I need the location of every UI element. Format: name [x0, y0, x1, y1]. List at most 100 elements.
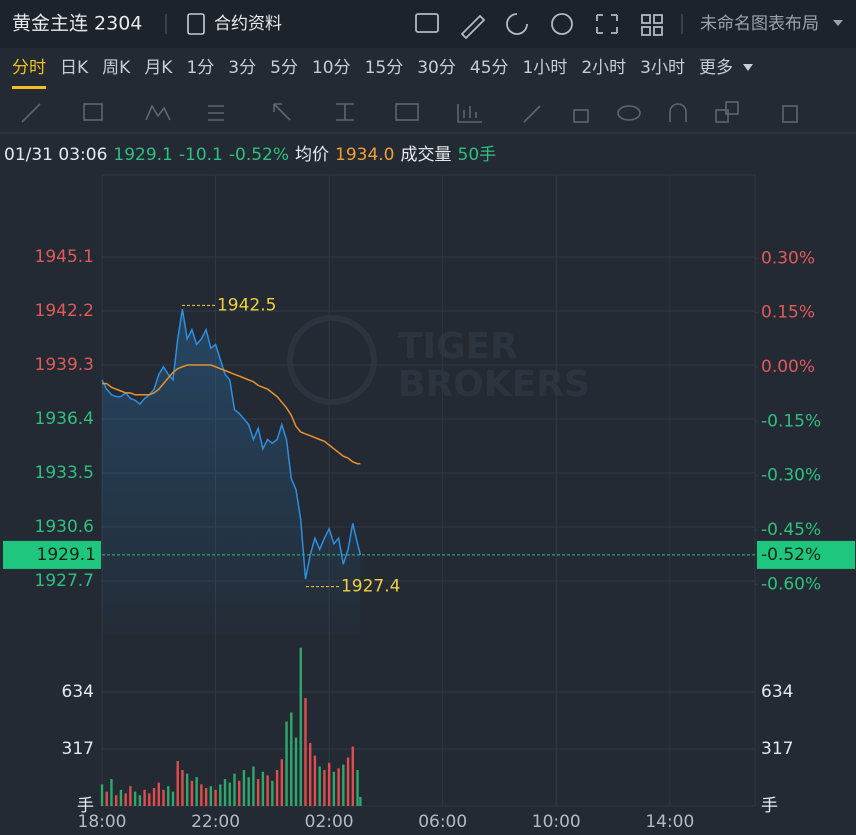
- volume-bar: [238, 780, 241, 806]
- period-tab[interactable]: 10分: [312, 58, 351, 78]
- volume-bar: [285, 721, 288, 806]
- x-tick-label: 14:00: [645, 812, 694, 832]
- volume-bar: [271, 780, 274, 806]
- y-tick-label: 1930.6: [35, 517, 94, 537]
- price-line-area: [102, 309, 361, 635]
- volume-bar: [266, 775, 269, 806]
- volume-bar: [124, 793, 127, 806]
- period-tab[interactable]: 3分: [228, 58, 256, 78]
- contract-info[interactable]: 合约资料: [214, 14, 282, 34]
- average-line: [102, 364, 361, 465]
- y2-tick-label: 0.30%: [761, 248, 815, 268]
- layout-name[interactable]: 未命名图表布局: [700, 14, 819, 34]
- y-tick-label: 1939.3: [35, 355, 94, 375]
- volume-bar: [176, 761, 179, 806]
- annotation-label: 1927.4: [341, 577, 400, 597]
- volume-bar: [119, 789, 123, 806]
- volume-bar: [309, 743, 312, 806]
- dropdown-arrow: [743, 64, 753, 71]
- volume-tick-label: 317: [62, 739, 94, 759]
- period-tab[interactable]: 月K: [144, 58, 173, 78]
- volume-bar: [171, 791, 175, 806]
- volume-bar: [247, 777, 250, 806]
- period-tab[interactable]: 周K: [102, 58, 131, 78]
- volume-bar: [152, 788, 156, 806]
- volume-bar: [346, 757, 350, 806]
- volume-bar: [138, 795, 142, 806]
- volume-bar: [223, 779, 227, 806]
- period-tab[interactable]: 15分: [365, 58, 404, 78]
- info-volume-label: 成交量: [401, 145, 452, 165]
- y2-tick-label: 0.15%: [761, 303, 815, 323]
- volume-tick-label: 634: [62, 682, 94, 702]
- volume-bar: [342, 764, 345, 806]
- volume-bar: [280, 759, 284, 806]
- volume-unit: 手: [77, 796, 94, 816]
- volume-bar: [162, 789, 165, 806]
- info-datetime: 01/31 03:06: [4, 145, 107, 165]
- x-tick-label: 18:00: [78, 812, 127, 832]
- volume-bar: [290, 712, 293, 806]
- y-tick-label: 1936.4: [35, 409, 94, 429]
- info-change: -10.1: [179, 145, 223, 165]
- y2-tick-label: -0.60%: [761, 574, 821, 594]
- period-tab[interactable]: 45分: [470, 58, 509, 78]
- period-tab[interactable]: 1分: [186, 58, 214, 78]
- last-price-box: [3, 540, 101, 569]
- volume-bar: [143, 789, 146, 806]
- volume-bar: [190, 780, 194, 806]
- volume-bar: [228, 782, 231, 806]
- period-tab[interactable]: 30分: [417, 58, 456, 78]
- volume-bar: [356, 770, 359, 806]
- drawing-tools[interactable]: [21, 101, 798, 123]
- period-tabs: 分时 日K 周K 月K 1分 3分 5分 10分 15分 30分 45分 1小时 2小时 3小时 更多: [12, 58, 753, 89]
- volume-bar: [313, 755, 317, 806]
- watermark: BROKERS: [398, 364, 590, 405]
- volume-tick-label: 634: [761, 682, 793, 702]
- info-avg: 1934.0: [335, 145, 394, 165]
- watermark: TIGER: [398, 326, 518, 367]
- volume-bar: [299, 647, 302, 806]
- last-pct-label: -0.52%: [761, 545, 821, 565]
- x-tick-label: 22:00: [191, 812, 240, 832]
- y2-tick-label: 0.00%: [761, 357, 815, 377]
- symbol-title[interactable]: 黄金主连 2304: [12, 13, 142, 35]
- info-bar: 01/31 03:06 1929.1 -10.1 -0.52% 均价 1934.0 成交量 5…: [4, 145, 496, 165]
- volume-bar: [261, 771, 265, 806]
- period-tab[interactable]: 5分: [270, 58, 298, 78]
- volume-bar: [105, 791, 108, 806]
- info-avg-label: 均价: [295, 145, 329, 165]
- volume-bar: [110, 779, 113, 806]
- doc-icon: [187, 13, 205, 35]
- header-icons[interactable]: [415, 13, 663, 40]
- info-volume: 50手: [458, 145, 497, 165]
- chart: 18:00 22:00 02:00 06:00 10:00 14:00 1945.1 1942…: [3, 174, 855, 832]
- period-tab[interactable]: 更多: [699, 58, 733, 78]
- period-tab[interactable]: 2小时: [581, 58, 626, 78]
- volume-bar: [181, 770, 184, 806]
- volume-tick-label: 317: [761, 739, 793, 759]
- last-price-label: 1929.1: [37, 545, 96, 565]
- period-tab[interactable]: 日K: [60, 58, 89, 78]
- watermark-logo: [287, 315, 377, 405]
- y2-tick-label: -0.45%: [761, 520, 821, 540]
- volume-bar: [100, 784, 104, 806]
- x-tick-label: 10:00: [532, 812, 581, 832]
- volume-bar: [359, 797, 362, 806]
- y-tick-label: 1933.5: [35, 463, 94, 483]
- y-tick-label: 1945.1: [35, 247, 94, 267]
- period-tab[interactable]: 3小时: [640, 58, 685, 78]
- x-tick-label: 02:00: [305, 812, 354, 832]
- volume-bar: [242, 770, 246, 806]
- volume-bar: [204, 788, 208, 806]
- volume-bar: [167, 786, 170, 806]
- volume-bar: [318, 766, 321, 806]
- volume-bar: [323, 770, 326, 806]
- volume-bar: [209, 786, 213, 806]
- toolbar-bg: [0, 48, 856, 134]
- period-tab[interactable]: 分时: [12, 58, 46, 78]
- period-tab[interactable]: 1小时: [523, 58, 568, 78]
- volume-bar: [294, 737, 298, 806]
